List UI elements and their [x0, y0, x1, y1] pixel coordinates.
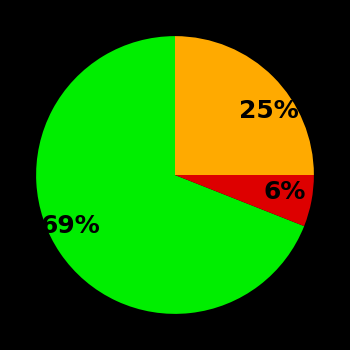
Wedge shape: [36, 36, 304, 314]
Text: 25%: 25%: [239, 99, 299, 123]
Text: 6%: 6%: [264, 180, 306, 204]
Wedge shape: [175, 36, 314, 175]
Wedge shape: [175, 175, 314, 226]
Text: 69%: 69%: [41, 214, 100, 238]
